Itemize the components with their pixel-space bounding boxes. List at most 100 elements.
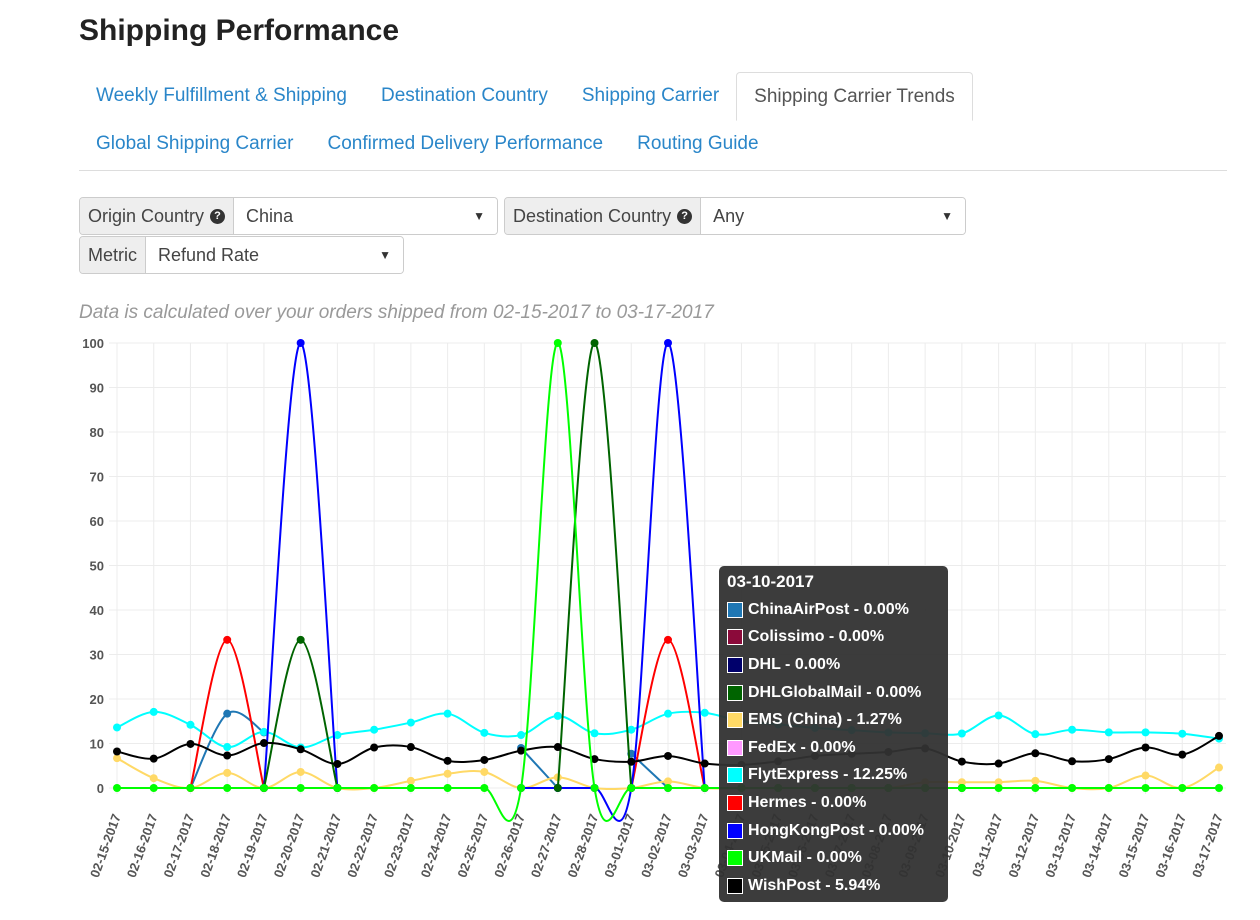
data-point [443,756,452,765]
data-point [443,784,452,792]
data-point [480,755,489,764]
tab-weekly-fulfillment[interactable]: Weekly Fulfillment & Shipping [96,85,347,106]
tab-row-2: Global Shipping Carrier Confirmed Delive… [79,120,776,168]
metric-select[interactable]: Refund Rate ▼ [146,237,403,273]
tooltip-swatch [727,656,743,673]
data-point [1178,729,1187,738]
data-point [296,745,305,754]
tab-shipping-carrier[interactable]: Shipping Carrier [581,85,720,106]
data-point [480,784,489,792]
data-point [590,784,599,792]
tab-routing-guide[interactable]: Routing Guide [637,133,759,154]
data-point [406,784,415,792]
help-icon[interactable]: ? [210,208,226,224]
data-point [113,747,121,756]
y-tick-label: 60 [90,514,104,529]
data-point [223,635,232,644]
tooltip-row: Hermes - 0.00% [727,789,940,817]
data-point [259,739,268,748]
tooltip-swatch [727,822,743,839]
data-point [186,720,195,729]
x-tick-label: 03-01-2017 [601,812,638,880]
x-tick-label: 02-15-2017 [87,812,124,880]
page-title: Shipping Performance [79,14,400,47]
data-point [627,725,636,734]
metric-filter: Metric Refund Rate ▼ [79,236,404,274]
data-point [553,339,562,347]
data-point [517,731,526,740]
tooltip-swatch [727,629,743,646]
y-tick-label: 20 [90,692,104,707]
tooltip-swatch [727,794,743,811]
origin-country-select[interactable]: China ▼ [234,198,497,234]
tooltip-swatch [727,684,743,701]
data-point [406,743,415,752]
data-point [1068,784,1077,792]
data-point [957,757,966,766]
tooltip-row: HongKongPost - 0.00% [727,817,940,845]
data-point [553,743,562,752]
data-point [259,784,268,792]
x-tick-label: 03-16-2017 [1152,812,1189,880]
tooltip-row: DHLGlobalMail - 0.00% [727,679,940,707]
data-point [1178,750,1187,759]
data-point [1104,755,1113,764]
data-point [1141,771,1150,780]
tooltip-row: DHL - 0.00% [727,651,940,679]
data-point [590,339,599,347]
tooltip-label: DHLGlobalMail - 0.00% [748,683,922,701]
tooltip-row: FedEx - 0.00% [727,734,940,762]
data-point [1031,776,1040,785]
data-point [333,731,342,740]
x-tick-label: 02-16-2017 [124,812,161,880]
data-point [149,754,158,763]
origin-country-addon: Origin Country ? [80,198,235,234]
data-point [957,784,966,792]
data-point [333,759,342,768]
caret-down-icon: ▼ [473,209,485,223]
tooltip-row: FlytExpress - 12.25% [727,762,940,790]
tooltip-swatch [727,601,743,618]
data-point [700,784,709,792]
tooltip-row: ChinaAirPost - 0.00% [727,596,940,624]
tab-confirmed-delivery-performance[interactable]: Confirmed Delivery Performance [327,133,604,154]
data-point [480,728,489,737]
data-point [296,339,305,347]
tooltip-swatch [727,767,743,784]
data-point [1068,725,1077,734]
data-point [1104,784,1113,792]
data-point [700,708,709,717]
x-tick-label: 03-02-2017 [638,812,675,880]
data-point [1215,731,1223,740]
data-point [664,709,672,718]
tab-row-1: Weekly Fulfillment & Shipping Destinatio… [79,72,973,121]
tab-global-shipping-carrier[interactable]: Global Shipping Carrier [96,133,294,154]
data-point [664,777,672,786]
data-point [296,767,305,776]
data-point [1215,763,1223,772]
data-point [664,751,672,760]
tooltip-swatch [727,877,743,894]
data-point [149,774,158,783]
x-tick-label: 02-22-2017 [344,812,381,880]
data-point [553,711,562,720]
x-tick-label: 02-18-2017 [197,812,234,880]
tab-shipping-carrier-trends[interactable]: Shipping Carrier Trends [736,72,973,121]
series-line [116,341,1219,822]
destination-country-select[interactable]: Any ▼ [701,198,965,234]
data-point [406,718,415,727]
x-tick-label: 03-14-2017 [1079,812,1116,880]
tooltip-label: HongKongPost - 0.00% [748,821,925,839]
tooltip-label: DHL - 0.00% [748,655,841,673]
metric-addon: Metric [80,237,146,273]
x-tick-label: 02-28-2017 [565,812,602,880]
help-icon[interactable]: ? [677,208,693,224]
tooltip-date: 03-10-2017 [727,572,814,591]
origin-country-value: China [246,205,294,226]
data-point [370,743,379,752]
y-tick-label: 100 [82,336,104,351]
tab-destination-country[interactable]: Destination Country [380,85,548,106]
tooltip-label: ChinaAirPost - 0.00% [748,600,909,618]
x-tick-label: 02-25-2017 [454,812,491,880]
data-point [994,759,1003,768]
